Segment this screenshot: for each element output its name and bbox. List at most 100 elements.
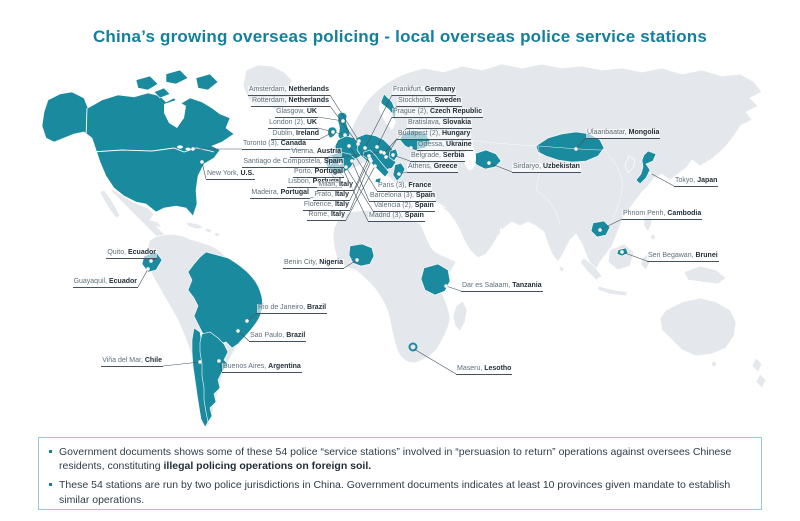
map-label: Guayaquil, Ecuador	[72, 278, 138, 288]
station-city: Florence,	[303, 201, 335, 208]
water-and-borders	[85, 100, 623, 254]
station-city: Benin City,	[283, 259, 320, 266]
leader-line	[345, 166, 374, 212]
station-city: Buenos Aires,	[223, 363, 269, 370]
station-city: Porto,	[293, 168, 315, 175]
leader-line	[341, 151, 382, 158]
station-dot	[217, 359, 221, 363]
station-city: Frankfurt,	[393, 86, 425, 93]
station-city: Amsterdam,	[248, 86, 289, 93]
map-label: Buenos Aires, Argentina	[222, 363, 302, 373]
station-country: Italy	[330, 211, 345, 218]
map-label: Paris (3), France	[377, 182, 433, 192]
us-canada-border	[91, 147, 215, 153]
note-row-1: Government documents shows some of these…	[49, 445, 747, 473]
station-city: Stockholm,	[398, 97, 435, 104]
station-city: Sirdaryo,	[513, 163, 543, 170]
map-label: Rome, Italy	[307, 211, 346, 221]
leader-line	[339, 162, 369, 222]
station-country: Greece	[433, 163, 458, 170]
map-label: Odessa, Ukraine	[417, 141, 473, 151]
station-dot	[356, 142, 360, 146]
station-city: Milan,	[318, 181, 339, 188]
station-country: Spain	[404, 212, 424, 219]
station-dot	[369, 159, 373, 163]
sri-lanka	[558, 265, 565, 273]
station-country: Chile	[144, 357, 162, 364]
station-country: Mongolia	[628, 129, 660, 136]
leader-line	[392, 154, 411, 162]
station-dot	[384, 155, 388, 159]
station-city: Budapest (2),	[398, 130, 442, 137]
station-dot	[191, 147, 195, 151]
station-dot	[598, 228, 602, 232]
map-label: Valencia (2), Spain	[373, 202, 435, 212]
bullet-marker	[49, 483, 52, 487]
station-city: Toronto (3),	[243, 140, 281, 147]
station-city: Madrid (3),	[369, 212, 405, 219]
station-city: Rome,	[308, 211, 331, 218]
leader-line	[348, 145, 378, 192]
station-dot	[331, 130, 335, 134]
argentina	[199, 331, 229, 423]
great-lakes-2	[185, 147, 191, 151]
caspian-sea	[464, 146, 476, 170]
leader-line	[364, 94, 393, 149]
note-row-2: These 54 stations are run by two police …	[49, 478, 747, 506]
station-dot	[382, 151, 386, 155]
station-city: New York,	[207, 170, 241, 177]
map-label: Benin City, Nigeria	[282, 259, 344, 269]
map-label: Belgrade, Serbia	[410, 152, 466, 162]
leader-line	[488, 162, 513, 173]
station-city: Quito,	[107, 249, 128, 256]
leader-line	[385, 138, 398, 158]
map-label: Florence, Italy	[302, 201, 350, 211]
station-dot	[487, 161, 491, 165]
station-country: Slovakia	[442, 119, 472, 126]
leader-line	[317, 116, 344, 122]
leader-line	[445, 285, 462, 292]
baltic-sea	[379, 102, 396, 130]
central-europe	[355, 133, 397, 171]
map-label: Stockholm, Sweden	[397, 97, 463, 107]
stations-layer	[137, 94, 675, 375]
station-country: Nigeria	[319, 259, 343, 266]
station-country: Italy	[338, 181, 353, 188]
station-dot	[409, 146, 413, 150]
station-dot	[200, 160, 204, 164]
station-city: Glasgow,	[276, 108, 307, 115]
station-dot	[620, 250, 624, 254]
map-label: Prato, Italy	[313, 191, 350, 201]
map-label: Barcelona (3), Spain	[369, 192, 436, 202]
station-country: Serbia	[442, 152, 465, 159]
australia	[659, 297, 737, 357]
note-1-text: Government documents shows some of these…	[59, 446, 732, 473]
map-label: Madrid (3), Spain	[368, 212, 425, 222]
north-america-highlight	[41, 91, 235, 217]
map-label: Quito, Ecuador	[106, 249, 157, 259]
greece	[392, 162, 406, 182]
station-dot	[347, 144, 351, 148]
leader-line	[349, 160, 372, 211]
leader-line	[621, 251, 648, 262]
korea	[624, 155, 636, 174]
station-country: Brazil	[286, 332, 306, 339]
leader-line	[599, 218, 623, 231]
map-label: Milan, Italy	[317, 181, 354, 191]
red-sea	[444, 222, 466, 254]
map-label: Budapest (2), Hungary	[397, 130, 472, 140]
station-dot	[344, 165, 348, 169]
station-city: Lisbon,	[288, 178, 313, 185]
station-dot	[574, 147, 578, 151]
map-label: Santiago de Compostela, Spain	[242, 158, 344, 168]
leader-line	[376, 116, 393, 148]
note-text-2: These 54 stations are run by two police …	[59, 478, 747, 506]
notes-box: Government documents shows some of these…	[38, 437, 762, 510]
station-country: Canada	[280, 140, 307, 147]
map-label: Sao Paulo, Brazil	[249, 332, 307, 342]
station-city: Bratislava,	[408, 119, 443, 126]
station-dot	[350, 159, 354, 163]
station-city: Seri Begawan,	[648, 252, 696, 259]
station-city: Barcelona (3),	[370, 192, 416, 199]
great-lakes	[177, 145, 183, 149]
